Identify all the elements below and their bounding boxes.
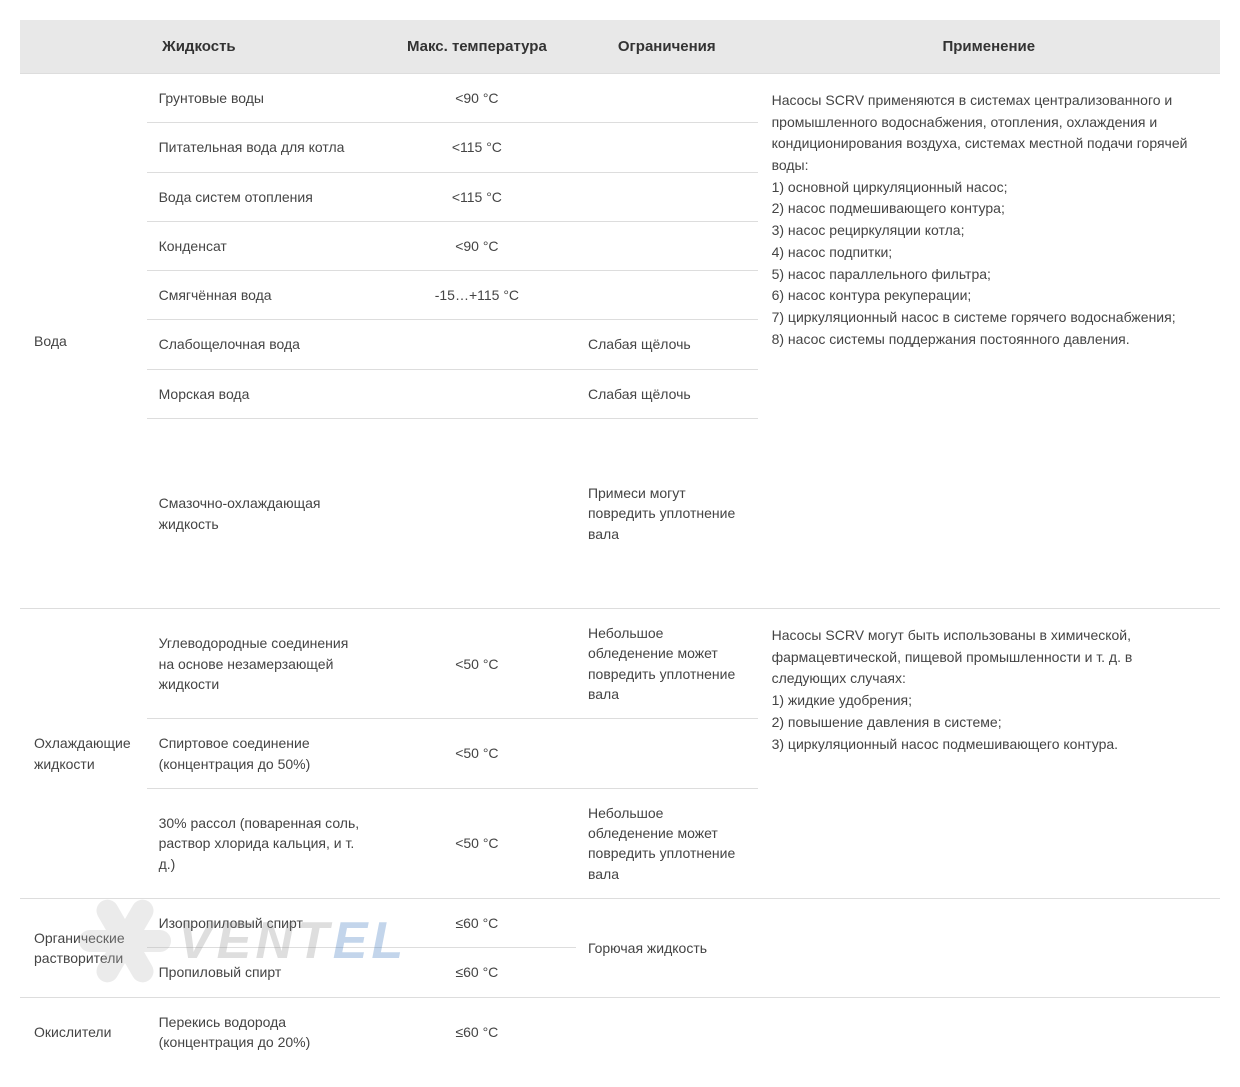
limitations-cell: Слабая щёлочь [576,369,758,418]
liquid-cell: Вода систем отопления [147,172,378,221]
temperature-cell: <90 °C [378,221,576,270]
limitations-cell: Примеси могут повредить уплотнение вала [576,419,758,609]
header-limitations: Ограничения [576,20,758,74]
header-liquid: Жидкость [20,20,378,74]
temperature-cell: ≤60 °C [378,997,576,1066]
liquid-cell: Грунтовые воды [147,74,378,123]
limitations-cell [576,74,758,123]
liquid-cell: Пропиловый спирт [147,948,378,997]
table-row: ОкислителиПерекись водорода (концентраци… [20,997,1220,1066]
table-header-row: Жидкость Макс. температура Ограничения П… [20,20,1220,74]
limitations-cell: Небольшое обледенение может повредить уп… [576,788,758,898]
liquid-cell: Конденсат [147,221,378,270]
liquid-cell: Питательная вода для котла [147,123,378,172]
category-cell: Окислители [20,997,147,1066]
header-max-temp: Макс. температура [378,20,576,74]
temperature-cell: <90 °C [378,74,576,123]
temperature-cell [378,419,576,609]
liquid-cell: Изопропиловый спирт [147,899,378,948]
application-cell [758,899,1220,998]
temperature-cell: <115 °C [378,172,576,221]
liquid-cell: Морская вода [147,369,378,418]
limitations-cell: Небольшое обледенение может повредить уп… [576,609,758,719]
limitations-cell [576,123,758,172]
liquid-cell: Слабощелочная вода [147,320,378,369]
table-row: Органические растворителиИзопропиловый с… [20,899,1220,948]
temperature-cell [378,320,576,369]
liquid-cell: Углеводородные соединения на основе неза… [147,609,378,719]
liquid-compatibility-table: Жидкость Макс. температура Ограничения П… [20,20,1220,1066]
application-cell [758,997,1220,1066]
liquid-cell: Смягчённая вода [147,271,378,320]
liquid-cell: Смазочно-охлаждающая жидкость [147,419,378,609]
application-cell: Насосы SCRV могут быть использованы в хи… [758,609,1220,899]
liquid-cell: 30% рассол (поваренная соль, раствор хло… [147,788,378,898]
limitations-cell [576,221,758,270]
temperature-cell: ≤60 °C [378,948,576,997]
temperature-cell: -15…+115 °C [378,271,576,320]
category-cell: Охлаждающие жидкости [20,609,147,899]
header-application: Применение [758,20,1220,74]
application-cell: Насосы SCRV применяются в системах центр… [758,74,1220,609]
temperature-cell: <50 °C [378,788,576,898]
liquid-cell: Спиртовое соединение (концентрация до 50… [147,719,378,789]
table-row: Охлаждающие жидкостиУглеводородные соеди… [20,609,1220,719]
limitations-cell [576,719,758,789]
temperature-cell [378,369,576,418]
limitations-cell [576,172,758,221]
table-row: ВодаГрунтовые воды<90 °CНасосы SCRV прим… [20,74,1220,123]
temperature-cell: <50 °C [378,719,576,789]
temperature-cell: ≤60 °C [378,899,576,948]
limitations-cell [576,271,758,320]
temperature-cell: <115 °C [378,123,576,172]
liquid-compatibility-table-container: Жидкость Макс. температура Ограничения П… [20,20,1220,1066]
limitations-cell: Слабая щёлочь [576,320,758,369]
temperature-cell: <50 °C [378,609,576,719]
category-cell: Органические растворители [20,899,147,998]
category-cell: Вода [20,74,147,609]
limitations-cell: Горючая жидкость [576,899,758,998]
limitations-cell [576,997,758,1066]
liquid-cell: Перекись водорода (концентрация до 20%) [147,997,378,1066]
